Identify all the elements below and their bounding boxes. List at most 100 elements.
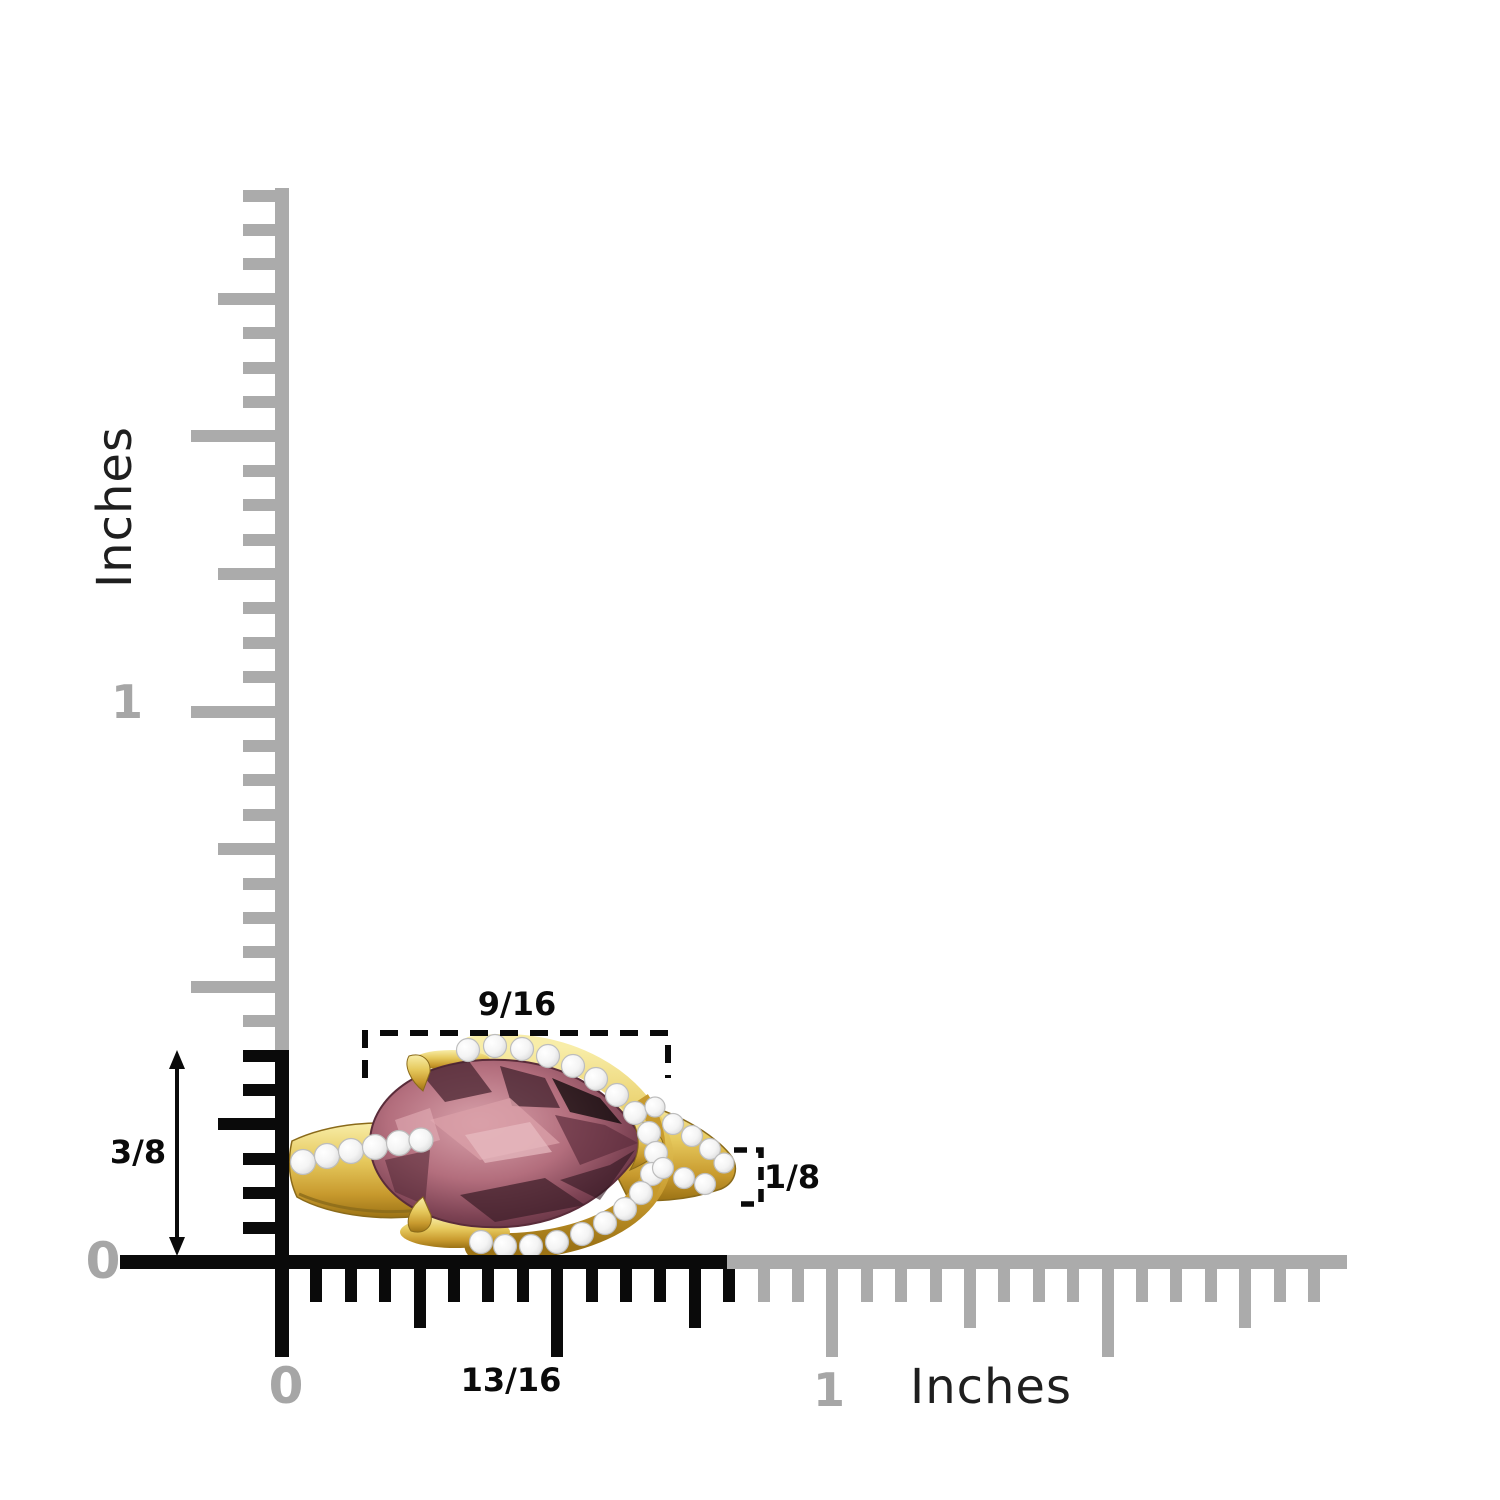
vertical-ruler-tick bbox=[243, 327, 275, 340]
dimension-bottom-width: 13/16 bbox=[460, 1361, 562, 1399]
band-diamond bbox=[289, 1148, 317, 1176]
vertical-ruler-tick bbox=[243, 877, 275, 890]
vertical-ruler-tick bbox=[191, 980, 275, 993]
prong-bottom-left bbox=[407, 1196, 432, 1233]
halo-diamond bbox=[535, 1043, 561, 1069]
vertical-ruler-tick bbox=[243, 602, 275, 615]
vertical-ruler-tick bbox=[243, 671, 275, 684]
horizontal-ruler-tick bbox=[344, 1269, 357, 1302]
band-diamond bbox=[661, 1112, 685, 1136]
horizontal-ruler-tick bbox=[1170, 1269, 1183, 1302]
vertical-ruler-tick bbox=[243, 499, 275, 512]
vertical-ruler-bar-black bbox=[275, 1050, 289, 1357]
horizontal-ruler-tick bbox=[964, 1269, 976, 1328]
band-diamonds bbox=[289, 1096, 735, 1196]
halo-diamond bbox=[509, 1036, 535, 1062]
dimension-band-thickness: 1/8 bbox=[763, 1158, 821, 1196]
vertical-ruler-tick bbox=[243, 1015, 275, 1028]
vertical-ruler-tick bbox=[218, 292, 275, 305]
band-bracket-1-8 bbox=[734, 1147, 764, 1207]
vertical-ruler-tick bbox=[243, 636, 275, 649]
vertical-ruler-tick bbox=[243, 1049, 275, 1062]
horizontal-ruler-tick bbox=[310, 1269, 323, 1302]
horizontal-ruler-tick bbox=[379, 1269, 392, 1302]
vertical-ruler-tick bbox=[191, 705, 275, 718]
prong-top-left bbox=[406, 1054, 431, 1092]
band-diamond bbox=[680, 1124, 704, 1148]
horizontal-ruler-tick bbox=[757, 1269, 770, 1302]
vertical-ruler-tick bbox=[243, 1084, 275, 1096]
horizontal-ruler-tick bbox=[448, 1269, 460, 1302]
vertical-ruler-tick bbox=[243, 361, 275, 374]
horizontal-ruler-unit-label: Inches bbox=[910, 1359, 1072, 1415]
vertical-ruler-tick bbox=[243, 189, 275, 202]
vertical-ruler-tick bbox=[243, 533, 275, 546]
band-diamond bbox=[361, 1133, 389, 1161]
gemstone-ring-image bbox=[288, 1033, 737, 1261]
halo-diamond bbox=[560, 1053, 586, 1079]
horizontal-ruler-tick bbox=[620, 1269, 632, 1302]
vertical-ruler-label-0: 0 bbox=[85, 1232, 121, 1290]
horizontal-ruler-label-1: 1 bbox=[812, 1363, 846, 1417]
vertical-ruler-tick bbox=[243, 258, 275, 271]
vertical-ruler-tick bbox=[243, 740, 275, 752]
horizontal-ruler-tick bbox=[860, 1269, 873, 1302]
dimension-top-width: 9/16 bbox=[477, 985, 557, 1023]
height-arrow-3-8 bbox=[169, 1050, 185, 1256]
vertical-ruler-tick bbox=[243, 224, 275, 236]
vertical-ruler-tick bbox=[243, 774, 275, 787]
horizontal-ruler-tick bbox=[585, 1269, 598, 1302]
horizontal-ruler-tick bbox=[1239, 1269, 1252, 1328]
vertical-ruler-tick bbox=[243, 1152, 275, 1165]
band-diamond bbox=[698, 1137, 722, 1161]
band-diamond bbox=[385, 1129, 413, 1157]
vertical-ruler-label-1: 1 bbox=[110, 675, 144, 729]
horizontal-ruler-tick bbox=[1204, 1269, 1217, 1302]
halo-diamond bbox=[622, 1100, 648, 1126]
halo-diamond bbox=[455, 1037, 481, 1063]
vertical-ruler-tick bbox=[243, 396, 275, 408]
vertical-ruler-tick bbox=[243, 946, 275, 959]
horizontal-ruler-tick bbox=[1032, 1269, 1045, 1302]
halo-diamond bbox=[569, 1221, 595, 1247]
vertical-ruler-tick bbox=[243, 1221, 275, 1234]
vertical-ruler-tick bbox=[218, 1118, 275, 1131]
halo-diamond bbox=[604, 1082, 630, 1108]
vertical-ruler-tick bbox=[218, 843, 275, 856]
halo-diamonds bbox=[455, 1033, 669, 1259]
band-diamond bbox=[693, 1172, 717, 1196]
band-diamond bbox=[644, 1096, 666, 1118]
horizontal-ruler-tick bbox=[826, 1269, 839, 1357]
halo-diamond bbox=[583, 1066, 609, 1092]
vertical-ruler-tick bbox=[191, 430, 275, 443]
horizontal-ruler-tick bbox=[998, 1269, 1011, 1302]
band-diamond bbox=[713, 1152, 735, 1174]
width-bracket-9-16 bbox=[362, 1030, 671, 1078]
horizontal-ruler-tick bbox=[413, 1269, 426, 1328]
horizontal-ruler-tick bbox=[516, 1269, 529, 1302]
halo-diamond bbox=[468, 1229, 494, 1255]
horizontal-ruler-tick bbox=[1101, 1269, 1114, 1357]
halo-diamond bbox=[592, 1210, 618, 1236]
vertical-ruler-tick bbox=[243, 464, 275, 477]
horizontal-ruler-tick bbox=[482, 1269, 495, 1302]
dimension-annotations bbox=[169, 1030, 764, 1256]
band-diamond bbox=[313, 1142, 341, 1170]
band-diamond bbox=[672, 1166, 696, 1190]
horizontal-ruler-tick bbox=[723, 1269, 736, 1302]
band-diamond bbox=[408, 1127, 434, 1153]
vertical-ruler-tick bbox=[218, 568, 275, 580]
halo-diamond bbox=[628, 1180, 654, 1206]
halo-diamond bbox=[544, 1229, 570, 1255]
dimension-left-height: 3/8 bbox=[109, 1133, 167, 1171]
horizontal-ruler-bar-gray bbox=[727, 1255, 1347, 1269]
band-diamond bbox=[651, 1156, 675, 1180]
horizontal-ruler-tick bbox=[929, 1269, 942, 1302]
vertical-ruler-bar-gray bbox=[275, 188, 289, 1050]
vertical-ruler-tick bbox=[243, 1187, 275, 1200]
halo-diamond bbox=[612, 1196, 638, 1222]
horizontal-ruler-tick bbox=[1273, 1269, 1286, 1302]
halo-diamond bbox=[482, 1033, 508, 1059]
